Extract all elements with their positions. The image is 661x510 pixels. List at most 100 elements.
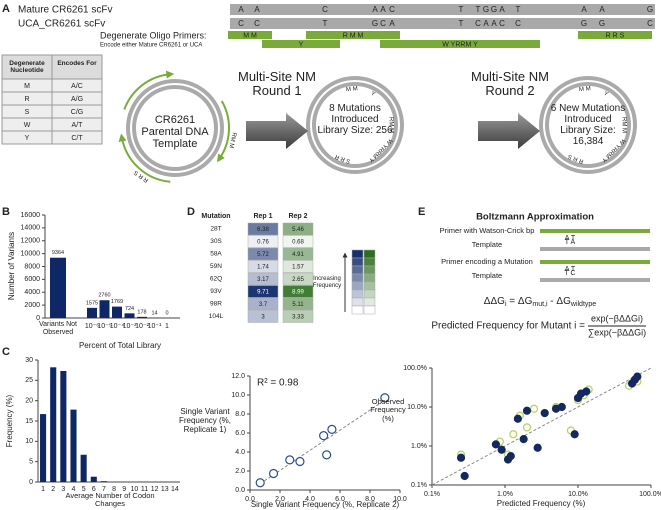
base: T (516, 5, 521, 14)
y-tick-label: 15 (25, 418, 33, 425)
table-cell: Y (25, 135, 30, 142)
bar (112, 306, 122, 318)
point (540, 408, 549, 418)
primer-arc (123, 70, 175, 110)
x-tick-label: 10⁻² (135, 323, 149, 330)
value-label: 14 (151, 310, 157, 316)
step-text: Multi-Site NM Round 1 (237, 69, 316, 99)
heatmap-value: 0.68 (292, 240, 304, 246)
heatmap-cell (247, 260, 279, 273)
point (255, 478, 265, 488)
mutation-label: 59N (210, 263, 222, 270)
primer-arc (118, 133, 171, 183)
x-tick-label: 1 (165, 323, 169, 330)
y-tick-label: 20 (25, 398, 33, 405)
equation-part: - ΔG (548, 296, 572, 307)
bar (60, 370, 67, 482)
equation-part: mut,i (532, 301, 548, 308)
primer-arc (216, 100, 230, 163)
heatmap-header: Rep 2 (288, 213, 307, 220)
mutation-label: 98R (210, 301, 222, 308)
y-tick-label: 0.0 (235, 487, 245, 494)
point (456, 453, 466, 462)
x-tick-label: 6.0 (335, 496, 345, 503)
legend-swatch (351, 305, 364, 315)
table-cell: R (24, 96, 29, 103)
legend-swatch (351, 273, 364, 283)
x-axis-title: Percent of Total Library (79, 341, 161, 350)
value-label: 724 (125, 306, 134, 312)
heatmap-cell (282, 235, 314, 248)
legend-swatch (351, 265, 364, 275)
point (327, 424, 337, 434)
base: A (599, 5, 605, 14)
legend-swatch (363, 305, 376, 315)
table-cell: C/T (71, 135, 83, 142)
site-label: M M (579, 86, 591, 93)
site-label: Y (602, 91, 608, 98)
base: A (372, 5, 378, 14)
table-cell: S (25, 109, 30, 116)
y-tick-label: 10.0 (231, 392, 245, 399)
x-axis-title: Predicted Frequency (%) (497, 499, 586, 508)
equation-part: = ΔG (507, 296, 533, 307)
base: G (647, 5, 653, 14)
bar (50, 367, 57, 482)
heatmap-cell (282, 247, 314, 261)
y-tick-label: 100.0% (403, 365, 427, 372)
site-label: S R R (334, 153, 352, 164)
base: G (581, 19, 587, 28)
y-axis-title: Number of Variants (7, 232, 16, 300)
value-label: 1769 (111, 299, 123, 305)
base: C (647, 19, 653, 28)
panel-label: E (418, 206, 425, 218)
mutation-label: 58A (210, 251, 222, 258)
primer-bar (306, 31, 400, 39)
trendline (259, 399, 386, 485)
table-cell: A/C (71, 83, 83, 90)
y-tick-label: 8000 (24, 263, 40, 270)
legend-swatch (363, 297, 376, 307)
primer-bar (578, 31, 652, 39)
bar (50, 257, 66, 318)
heatmap-cell (247, 285, 279, 298)
primer-code: W YRRM Y (442, 41, 478, 48)
table-header-cell: Degenerate Nucleotide (9, 60, 45, 75)
y-axis-title: Observed Frequency (%) (370, 397, 406, 423)
point (319, 431, 329, 441)
legend-swatch (351, 281, 364, 291)
bar (70, 409, 77, 482)
base: A (483, 19, 489, 28)
point (633, 372, 642, 381)
point (529, 404, 539, 413)
value-label: 2760 (98, 293, 110, 299)
heatmap-cell (247, 222, 279, 236)
heatmap-value: 0.76 (257, 240, 269, 246)
base: T (459, 5, 464, 14)
heatmap-cell (247, 310, 279, 323)
site-label: RM M (228, 132, 237, 149)
plasmid-ring (126, 79, 224, 177)
heatmap-header: Mutation (201, 213, 230, 220)
point (268, 468, 279, 479)
x-tick-label: 11 (141, 486, 148, 493)
point (460, 471, 469, 481)
y-tick-label: 0 (29, 479, 33, 486)
heatmap-cell (282, 297, 314, 311)
base: C (475, 19, 481, 28)
primers-note: Encode either Mature CR6261 or UCA (100, 43, 202, 49)
heatmap-cell (282, 260, 314, 273)
x-tick-label: 10.0 (393, 496, 407, 503)
point (513, 414, 522, 423)
point (570, 430, 579, 439)
bar (90, 476, 97, 482)
base: G (599, 19, 605, 28)
equation: ΔΔGi = ΔGmut,i - ΔGwildtype (484, 296, 596, 309)
value-label: 0 (165, 310, 168, 316)
y-tick-label: 30 (25, 357, 33, 364)
mutation-label: 28T (210, 226, 221, 233)
plasmid-ring (539, 76, 637, 174)
legend-swatch (351, 249, 364, 259)
y-tick-label: 2000 (24, 302, 40, 309)
x-tick-label: 9 (122, 486, 126, 493)
